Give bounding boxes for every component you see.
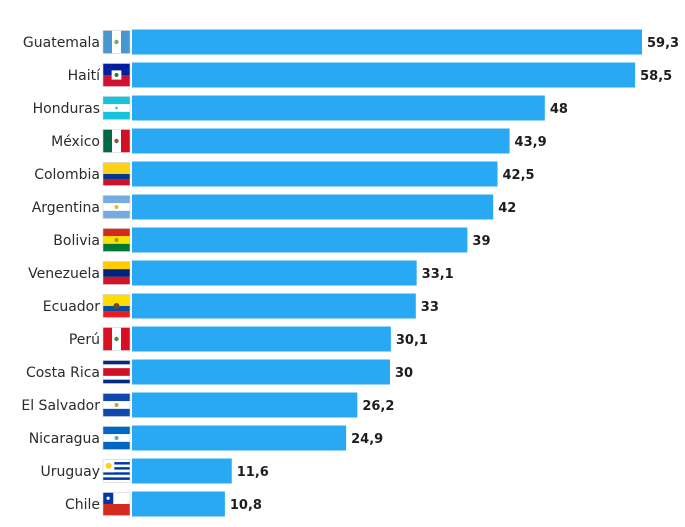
bar-row: Nicaragua 24,9	[29, 425, 383, 451]
value-label: 39	[472, 234, 490, 249]
bar-row: Uruguay 11,6	[41, 458, 269, 484]
bar-row: Argentina 42	[32, 194, 516, 220]
bar	[132, 128, 510, 154]
bar-row: México 43,9	[51, 128, 547, 154]
category-label: Venezuela	[28, 266, 100, 282]
bar-row: Costa Rica 30	[26, 359, 413, 385]
bar	[132, 425, 347, 451]
value-label: 48	[550, 102, 568, 117]
category-label: Haití	[68, 68, 101, 84]
bar-row: Colombia 42,5	[34, 161, 535, 187]
flag-mexico-icon	[102, 129, 131, 153]
value-label: 33,1	[422, 267, 454, 282]
flag-peru-icon	[102, 327, 131, 351]
flag-ecuador-icon	[102, 294, 131, 318]
flag-guatemala-icon	[102, 30, 131, 54]
bar-row: Chile 10,8	[65, 491, 262, 517]
bar	[132, 491, 225, 517]
value-label: 30	[395, 366, 413, 381]
bar	[132, 326, 391, 352]
category-label: Honduras	[33, 101, 100, 117]
bar	[132, 293, 416, 319]
category-label: Chile	[65, 497, 100, 513]
flag-bolivia-icon	[102, 228, 131, 252]
value-label: 10,8	[230, 498, 262, 513]
flag-uruguay-icon	[102, 459, 131, 483]
category-label: Perú	[69, 332, 100, 348]
bar	[132, 62, 636, 88]
value-label: 11,6	[237, 465, 269, 480]
category-label: Bolivia	[53, 233, 100, 249]
bar-row: Perú 30,1	[69, 326, 428, 352]
flag-honduras-icon	[102, 96, 131, 120]
bar-row: El Salvador 26,2	[21, 392, 394, 418]
value-label: 33	[421, 300, 439, 315]
category-label: Argentina	[32, 200, 100, 216]
flag-nicaragua-icon	[102, 426, 131, 450]
flag-chile-icon	[102, 492, 131, 516]
bar	[132, 29, 642, 55]
bar	[132, 227, 468, 253]
value-label: 58,5	[640, 69, 672, 84]
bar	[132, 458, 232, 484]
value-label: 43,9	[515, 135, 547, 150]
value-label: 42	[498, 201, 516, 216]
category-label: México	[51, 134, 100, 150]
value-label: 26,2	[362, 399, 394, 414]
bar	[132, 392, 358, 418]
category-label: Guatemala	[23, 35, 100, 51]
category-label: El Salvador	[21, 398, 100, 414]
bar-row: Haití 58,5	[68, 62, 672, 88]
category-label: Nicaragua	[29, 431, 100, 447]
category-label: Ecuador	[43, 299, 100, 315]
value-label: 30,1	[396, 333, 428, 348]
flag-argentina-icon	[102, 195, 131, 219]
category-label: Uruguay	[41, 464, 101, 480]
category-label: Costa Rica	[26, 365, 100, 381]
bar-row: Honduras 48	[33, 95, 568, 121]
flag-costa-rica-icon	[102, 360, 131, 384]
category-label: Colombia	[34, 167, 100, 183]
bar	[132, 260, 417, 286]
bar-row: Guatemala 59,3	[23, 29, 679, 55]
flag-haiti-icon	[102, 63, 131, 87]
bar-row: Venezuela 33,1	[28, 260, 454, 286]
flag-colombia-icon	[102, 162, 131, 186]
bar	[132, 359, 391, 385]
bar-row: Bolivia 39	[53, 227, 491, 253]
flag-venezuela-icon	[102, 261, 131, 285]
value-label: 24,9	[351, 432, 383, 447]
bar	[132, 95, 545, 121]
bar	[132, 161, 498, 187]
value-label: 42,5	[503, 168, 535, 183]
bar-row: Ecuador 33	[43, 293, 439, 319]
flag-el-salvador-icon	[102, 393, 131, 417]
value-label: 59,3	[647, 36, 679, 51]
bar	[132, 194, 494, 220]
